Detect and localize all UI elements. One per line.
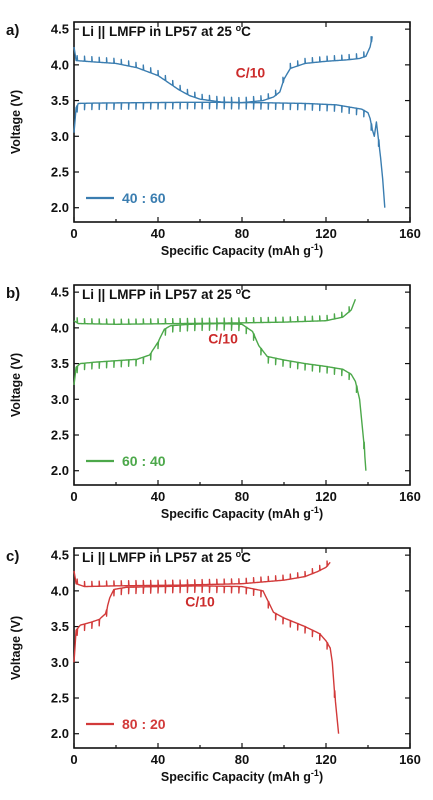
chart-panel-2: 0 40 80 120 160 2.0 2.5 3.0 3.5 4.0 4.5 Specific Ca… (6, 284, 421, 521)
y-tick-label: 4.5 (51, 285, 69, 300)
x-tick-label: 40 (151, 489, 165, 504)
chart-panel-3: 0 40 80 120 160 2.0 2.5 3.0 3.5 4.0 4.5 Specific Ca… (6, 547, 421, 784)
panel-label: c) (6, 548, 19, 565)
series-line-charge (73, 299, 357, 325)
y-tick-label: 4.0 (51, 583, 69, 598)
rate-annotation: C/10 (185, 594, 215, 610)
y-tick-label: 3.0 (51, 655, 69, 670)
chart-panel-1: 0 40 80 120 160 2.0 2.5 3.0 3.5 4.0 4.5 Specific Ca… (6, 21, 421, 258)
rate-annotation: C/10 (236, 65, 266, 81)
y-tick-label: 2.0 (51, 726, 69, 741)
y-tick-label: 2.5 (51, 428, 69, 443)
y-tick-label: 2.5 (51, 165, 69, 180)
x-tick-label: 160 (399, 226, 421, 241)
x-tick-label: 0 (70, 489, 77, 504)
legend-label: 60 : 40 (122, 453, 166, 469)
y-tick-label: 3.0 (51, 129, 69, 144)
x-axis-title: Specific Capacity (mAh g-1) (161, 768, 323, 784)
rate-annotation: C/10 (208, 331, 238, 347)
series-line-charge (73, 560, 331, 588)
panel-title: Li || LMFP in LP57 at 25 oC (82, 286, 251, 302)
x-tick-label: 120 (315, 752, 337, 767)
y-tick-label: 4.0 (51, 57, 69, 72)
x-tick-label: 40 (151, 226, 165, 241)
x-tick-label: 120 (315, 489, 337, 504)
y-axis-title: Voltage (V) (9, 90, 23, 154)
y-tick-label: 3.5 (51, 93, 69, 108)
y-tick-label: 3.0 (51, 392, 69, 407)
series-line-discharge (73, 101, 386, 208)
x-tick-label: 40 (151, 752, 165, 767)
y-axis-title: Voltage (V) (9, 353, 23, 417)
x-tick-label: 80 (235, 226, 249, 241)
x-tick-label: 160 (399, 752, 421, 767)
series-line-discharge (73, 585, 340, 734)
y-tick-label: 2.0 (51, 463, 69, 478)
y-tick-label: 3.5 (51, 356, 69, 371)
x-axis-title: Specific Capacity (mAh g-1) (161, 505, 323, 521)
y-tick-label: 4.5 (51, 22, 69, 37)
x-tick-label: 0 (70, 226, 77, 241)
y-axis-title: Voltage (V) (9, 616, 23, 680)
y-tick-label: 2.0 (51, 200, 69, 215)
series-line-charge (73, 35, 373, 104)
x-tick-label: 0 (70, 752, 77, 767)
x-axis-title: Specific Capacity (mAh g-1) (161, 242, 323, 258)
y-tick-label: 4.5 (51, 548, 69, 563)
legend-label: 40 : 60 (122, 190, 166, 206)
legend-label: 80 : 20 (122, 716, 166, 732)
panel-title: Li || LMFP in LP57 at 25 oC (82, 23, 251, 39)
y-tick-label: 3.5 (51, 619, 69, 634)
panel-label: a) (6, 22, 19, 39)
panel-title: Li || LMFP in LP57 at 25 oC (82, 549, 251, 565)
panel-label: b) (6, 285, 20, 302)
x-tick-label: 120 (315, 226, 337, 241)
x-tick-label: 80 (235, 752, 249, 767)
x-tick-label: 80 (235, 489, 249, 504)
y-tick-label: 2.5 (51, 691, 69, 706)
y-tick-label: 4.0 (51, 320, 69, 335)
x-tick-label: 160 (399, 489, 421, 504)
